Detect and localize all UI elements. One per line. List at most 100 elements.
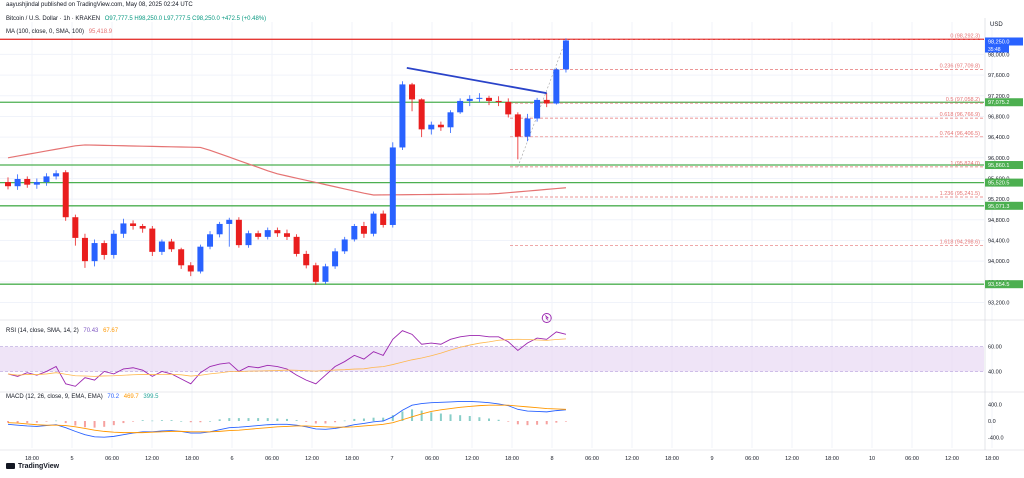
candle-body[interactable] (418, 99, 425, 130)
support-price-label: 97,075.2 (988, 100, 1009, 106)
candle-body[interactable] (207, 234, 214, 247)
candle-body[interactable] (226, 219, 233, 224)
candle-body[interactable] (437, 124, 444, 128)
symbol-name[interactable]: Bitcoin / U.S. Dollar · 1h · KRAKEN (6, 16, 101, 22)
candle-body[interactable] (457, 100, 464, 113)
candle-body[interactable] (351, 226, 358, 240)
macd-histogram-bar (507, 421, 510, 422)
candle-body[interactable] (149, 228, 156, 252)
candle-body[interactable] (562, 40, 569, 70)
candle-body[interactable] (139, 226, 146, 229)
candle-body[interactable] (81, 237, 88, 262)
candle-body[interactable] (543, 99, 550, 104)
candle-body[interactable] (62, 172, 69, 218)
candle-body[interactable] (255, 233, 262, 237)
rsi-line[interactable] (7, 330, 567, 387)
candle-body[interactable] (245, 233, 252, 246)
macd-histogram-bar (314, 421, 317, 424)
candle-body[interactable] (486, 97, 492, 101)
rsi-sma-line[interactable] (7, 338, 566, 377)
ma-legend[interactable]: MA (100, close, 0, SMA, 100) 95,418.9 (6, 29, 115, 35)
macd-histogram-bar (209, 421, 212, 422)
candle-body[interactable] (466, 98, 473, 101)
macd-histogram-bar (7, 421, 9, 423)
rsi-legend[interactable]: RSI (14, close, SMA, 14, 2) 70.43 67.67 (6, 328, 121, 334)
macd-legend[interactable]: MACD (12, 26, close, 9, EMA, EMA) 70.2 4… (6, 394, 161, 400)
candle-body[interactable] (553, 69, 560, 104)
candle-body[interactable] (283, 233, 290, 237)
x-tick-label: 8 (550, 456, 553, 462)
macd-pane[interactable] (7, 401, 567, 438)
candle-body[interactable] (428, 124, 435, 130)
candle-body[interactable] (399, 84, 406, 148)
candle-body[interactable] (293, 236, 300, 254)
candle-body[interactable] (197, 246, 204, 272)
candle-body[interactable] (389, 147, 396, 225)
tradingview-logo[interactable]: TradingView (6, 463, 59, 470)
macd-histogram-bar (295, 420, 298, 421)
candle-body[interactable] (14, 178, 21, 187)
fib-level-label: 1 (95,824.0) (950, 161, 980, 167)
candle-body[interactable] (322, 266, 329, 282)
candle-body[interactable] (505, 101, 512, 115)
ohlc-values: O97,777.5 H98,250.0 L97,777.5 C98,250.0 … (104, 16, 267, 22)
fib-level-label: 0.236 (97,709.8) (940, 63, 981, 69)
macd-line[interactable] (7, 401, 566, 438)
candle-body[interactable] (53, 173, 60, 177)
rsi-pane[interactable] (0, 330, 984, 387)
candle-body[interactable] (312, 265, 319, 282)
candle-body[interactable] (235, 219, 242, 246)
macd-tick-label: -400.0 (988, 436, 1004, 442)
candle-body[interactable] (216, 223, 223, 235)
macd-histogram-bar (237, 418, 240, 421)
candle-body[interactable] (409, 84, 416, 100)
candle-body[interactable] (514, 114, 521, 137)
fib-level-label: 0.764 (96,406.5) (940, 131, 981, 137)
candle-body[interactable] (120, 223, 127, 234)
candle-body[interactable] (158, 241, 165, 252)
macd-histogram-bar (74, 421, 77, 426)
candle-body[interactable] (101, 243, 108, 255)
candle-body[interactable] (370, 213, 377, 234)
candle-body[interactable] (33, 182, 40, 185)
candle-body[interactable] (380, 213, 387, 225)
candle-body[interactable] (168, 241, 175, 250)
macd-histogram-bar (103, 421, 106, 427)
macd-tick-label: 400.0 (988, 402, 1002, 408)
candle-body[interactable] (360, 226, 367, 234)
candle-body[interactable] (187, 265, 194, 272)
candle-body[interactable] (110, 233, 117, 255)
rsi-sma-value: 67.67 (103, 328, 119, 334)
candle-body[interactable] (24, 178, 31, 185)
candle-body[interactable] (476, 97, 483, 99)
trend-line[interactable] (406, 66, 547, 95)
candle-body[interactable] (303, 253, 310, 266)
candle-body[interactable] (43, 176, 50, 183)
candle-body[interactable] (91, 243, 98, 262)
candle-body[interactable] (178, 249, 185, 266)
macd-signal-line[interactable] (7, 404, 566, 434)
support-price-tag (985, 178, 1023, 187)
candle-body[interactable] (524, 118, 531, 137)
candle-body[interactable] (72, 217, 79, 238)
macd-histogram-bar (151, 420, 154, 422)
macd-histogram-bar (266, 418, 269, 421)
candle-body[interactable] (5, 182, 11, 187)
candle-body[interactable] (274, 230, 281, 234)
x-tick-label: 06:00 (265, 456, 279, 462)
macd-label: MACD (12, 26, close, 9, EMA, EMA) (6, 394, 103, 400)
candle-body[interactable] (495, 100, 502, 102)
candle-body[interactable] (341, 239, 348, 252)
ma100-line[interactable] (7, 144, 567, 196)
x-tick-label: 18:00 (665, 456, 679, 462)
candle-body[interactable] (332, 251, 339, 267)
current-price-label: 98,250.0 (988, 40, 1009, 46)
candle-body[interactable] (534, 99, 541, 119)
candle-body[interactable] (447, 112, 454, 128)
x-tick-label: 06:00 (105, 456, 119, 462)
candle-body[interactable] (264, 230, 271, 237)
candle-body[interactable] (130, 223, 137, 227)
grid (0, 22, 993, 448)
support-price-label: 95,860.1 (988, 163, 1009, 169)
